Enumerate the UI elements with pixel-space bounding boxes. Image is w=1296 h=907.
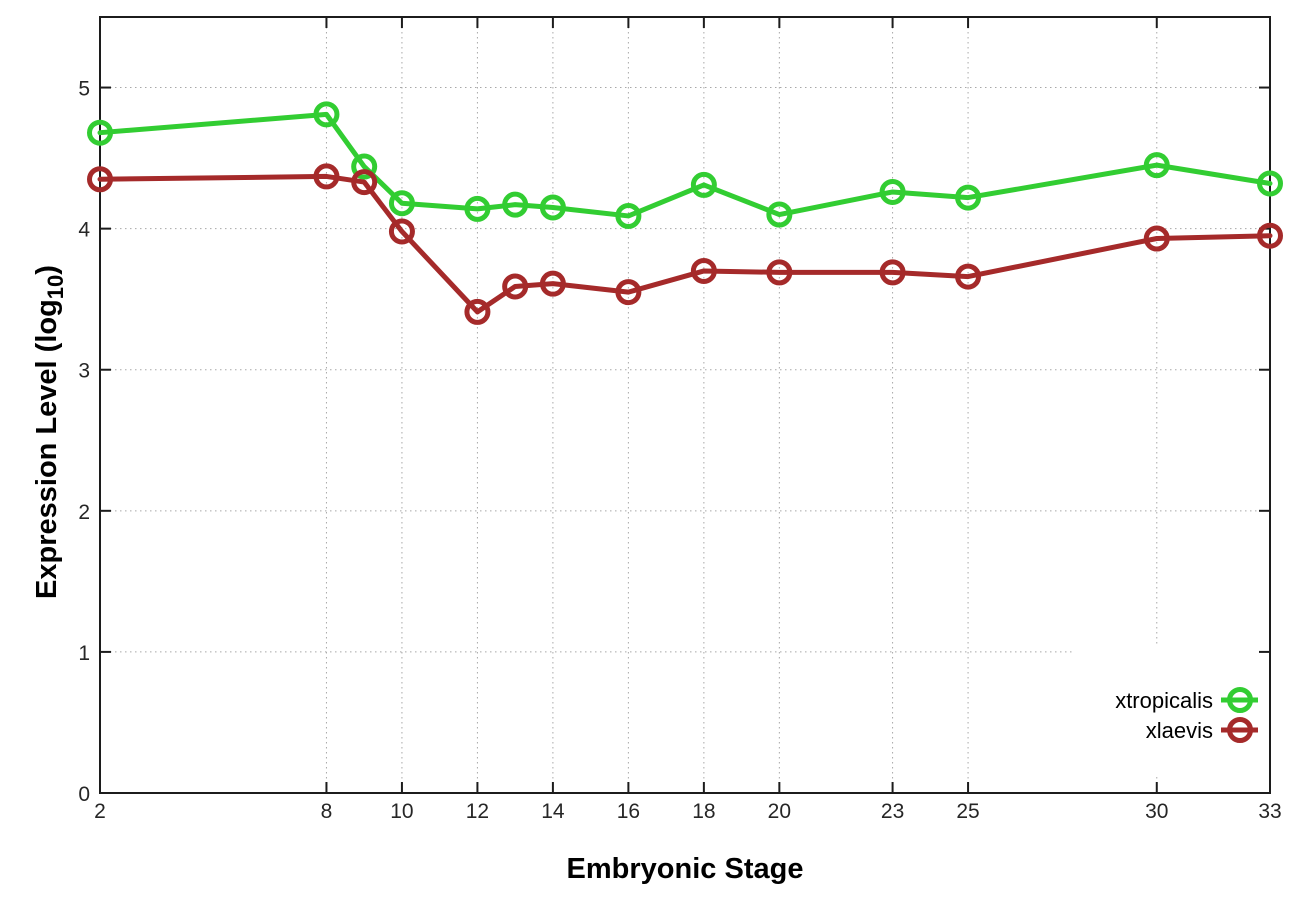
data-point-xtropicalis: [313, 101, 340, 128]
data-point-xlaevis: [313, 163, 340, 190]
y-tick-label: 0: [78, 783, 90, 806]
x-tick-label: 14: [541, 800, 565, 823]
legend-label-xlaevis: xlaevis: [1146, 718, 1213, 743]
data-point-xlaevis: [87, 166, 113, 193]
data-point-xtropicalis: [766, 201, 793, 228]
y-tick-label: 2: [78, 501, 90, 524]
data-point-xlaevis: [615, 279, 642, 306]
plot-border: [99, 16, 1271, 794]
x-tick-label: 8: [321, 800, 333, 823]
data-point-xlaevis: [502, 273, 529, 300]
y-tick-label: 5: [78, 78, 90, 101]
x-tick-label: 12: [466, 800, 489, 823]
data-point-xtropicalis: [955, 184, 982, 211]
data-point-xlaevis: [1257, 222, 1283, 249]
y-axis-title-subscript: 10: [43, 275, 68, 299]
data-point-xlaevis: [1143, 225, 1170, 252]
y-axis-title-main: Expression Level (log: [31, 299, 63, 599]
data-point-xlaevis: [690, 257, 717, 284]
data-point-xtropicalis: [1143, 152, 1170, 179]
data-point-xtropicalis: [351, 153, 378, 180]
x-tick-label: 25: [956, 800, 979, 823]
data-point-xtropicalis: [502, 191, 529, 218]
x-tick-label: 2: [94, 800, 106, 823]
data-point-xtropicalis: [388, 190, 415, 217]
data-point-xtropicalis: [464, 195, 491, 222]
legend-sample-marker-xtropicalis: [1227, 687, 1253, 713]
data-point-xlaevis: [388, 218, 415, 245]
data-point-xtropicalis: [1257, 170, 1283, 197]
x-tick-label: 30: [1145, 800, 1168, 823]
data-point-xtropicalis: [615, 202, 642, 229]
data-point-xlaevis: [351, 169, 378, 196]
data-point-xlaevis: [766, 259, 793, 286]
x-tick-label: 33: [1258, 800, 1281, 823]
x-tick-label: 23: [881, 800, 904, 823]
y-tick-label: 1: [78, 642, 90, 665]
y-axis-title-suffix: ): [31, 265, 63, 275]
data-point-xlaevis: [464, 298, 491, 325]
data-point-xlaevis: [879, 259, 906, 286]
x-tick-label: 10: [390, 800, 413, 823]
data-point-xtropicalis: [539, 194, 566, 221]
x-axis-title: Embryonic Stage: [567, 853, 804, 885]
data-point-xlaevis: [539, 270, 566, 297]
data-point-xlaevis: [955, 263, 982, 290]
data-point-xtropicalis: [879, 178, 906, 205]
series-line-xlaevis: [97, 173, 1273, 315]
data-point-xtropicalis: [87, 119, 113, 146]
y-tick-label: 4: [78, 219, 90, 242]
series-line-xtropicalis: [97, 111, 1273, 219]
data-point-xtropicalis: [690, 171, 717, 198]
x-tick-label: 20: [768, 800, 791, 823]
legend-sample-marker-xlaevis: [1227, 717, 1253, 743]
x-tick-label: 18: [692, 800, 715, 823]
y-axis-title: Expression Level (log10): [31, 265, 68, 599]
legend-label-xtropicalis: xtropicalis: [1115, 688, 1213, 713]
x-tick-label: 16: [617, 800, 640, 823]
y-tick-label: 3: [78, 360, 90, 383]
